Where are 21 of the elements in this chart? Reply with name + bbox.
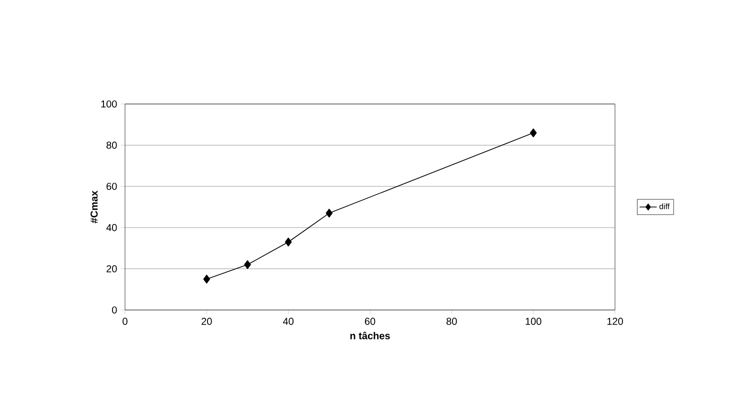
y-tick-label: 60	[106, 182, 117, 190]
point	[326, 208, 333, 218]
x-tick-label: 60	[364, 318, 376, 325]
x-tick-label: 80	[446, 318, 457, 325]
x-axis-title: n tâches	[350, 332, 390, 340]
legend-label: diff	[659, 203, 670, 210]
point	[244, 260, 251, 270]
y-axis-title: #Cmax	[90, 190, 98, 224]
y-tick-label: 80	[106, 142, 117, 149]
point	[530, 128, 537, 138]
y-tick-label: 100	[101, 100, 117, 108]
x-tick-label: 0	[122, 318, 128, 325]
x-tick-label: 20	[202, 318, 212, 325]
point	[203, 274, 210, 284]
x-tick-label: 100	[526, 318, 542, 325]
x-tick-label: 40	[283, 318, 294, 325]
point	[284, 238, 292, 246]
x-tick-label: 120	[607, 318, 623, 325]
y-tick-label: 40	[106, 224, 117, 232]
y-tick-label: 0	[112, 306, 117, 314]
y-tick-label: 20	[106, 265, 117, 272]
